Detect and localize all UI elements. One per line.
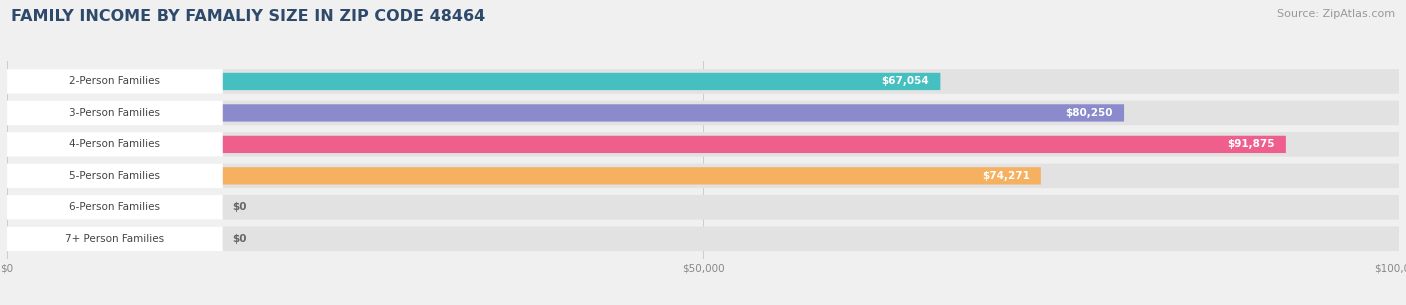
FancyBboxPatch shape [7,132,222,157]
FancyBboxPatch shape [7,227,1399,251]
FancyBboxPatch shape [7,195,1399,220]
FancyBboxPatch shape [7,136,1286,153]
Text: 4-Person Families: 4-Person Families [69,139,160,149]
FancyBboxPatch shape [7,163,1399,188]
Text: 6-Person Families: 6-Person Families [69,202,160,212]
Text: 2-Person Families: 2-Person Families [69,77,160,86]
Text: $80,250: $80,250 [1066,108,1114,118]
Text: Source: ZipAtlas.com: Source: ZipAtlas.com [1277,9,1395,19]
Text: $0: $0 [232,202,247,212]
FancyBboxPatch shape [7,167,1040,185]
FancyBboxPatch shape [7,195,222,220]
FancyBboxPatch shape [7,227,222,251]
FancyBboxPatch shape [7,101,222,125]
Text: $67,054: $67,054 [882,77,929,86]
FancyBboxPatch shape [7,104,1123,122]
Text: 3-Person Families: 3-Person Families [69,108,160,118]
FancyBboxPatch shape [7,132,1399,157]
Text: $0: $0 [232,234,247,244]
Text: $74,271: $74,271 [981,171,1029,181]
Text: FAMILY INCOME BY FAMALIY SIZE IN ZIP CODE 48464: FAMILY INCOME BY FAMALIY SIZE IN ZIP COD… [11,9,485,24]
FancyBboxPatch shape [7,163,222,188]
FancyBboxPatch shape [7,69,1399,94]
FancyBboxPatch shape [7,199,222,216]
Text: $91,875: $91,875 [1227,139,1275,149]
FancyBboxPatch shape [7,69,222,94]
FancyBboxPatch shape [7,101,1399,125]
FancyBboxPatch shape [7,73,941,90]
Text: 7+ Person Families: 7+ Person Families [65,234,165,244]
Text: 5-Person Families: 5-Person Families [69,171,160,181]
FancyBboxPatch shape [7,230,222,247]
